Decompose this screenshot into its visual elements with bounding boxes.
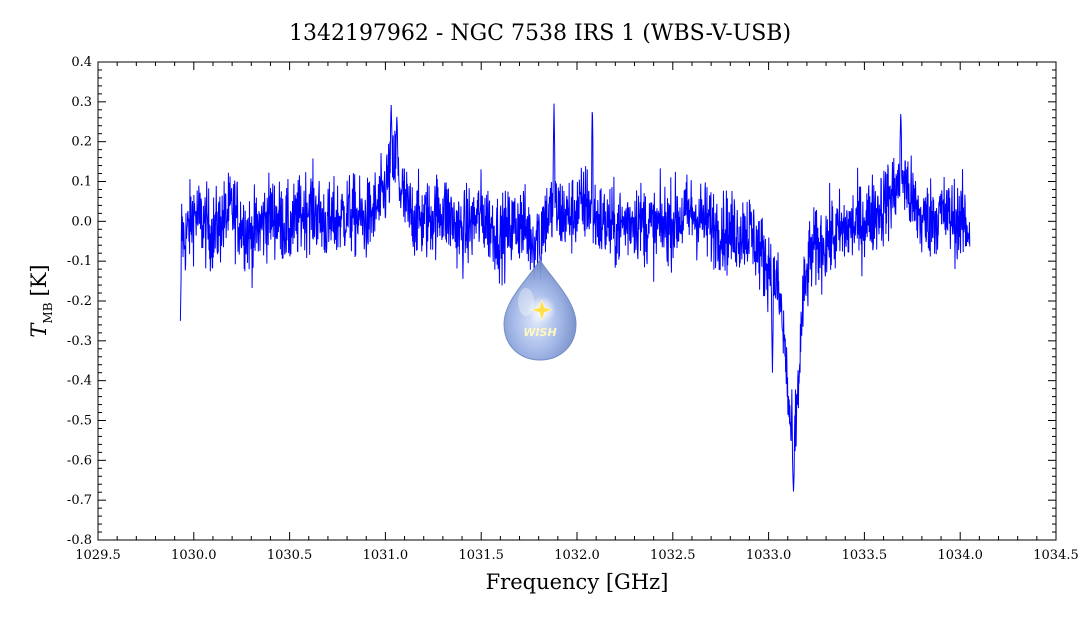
- x-tick-label: 1032.0: [554, 548, 600, 563]
- chart-title: 1342197962 - NGC 7538 IRS 1 (WBS-V-USB): [289, 21, 791, 46]
- y-tick-label: -0.2: [67, 294, 92, 309]
- x-tick-label: 1030.5: [267, 548, 313, 563]
- wish-logo: WISH: [503, 259, 577, 361]
- x-tick-label: 1029.5: [75, 548, 121, 563]
- y-tick-label: 0.4: [71, 55, 92, 70]
- y-tick-label: 0.2: [71, 135, 92, 150]
- plot-frame: [97, 61, 1057, 541]
- x-tick-label: 1032.5: [650, 548, 696, 563]
- y-axis-label-sub: MB: [41, 302, 55, 323]
- y-tick-label: -0.4: [67, 374, 92, 389]
- x-tick-labels: 1029.5 1030.0 1030.5 1031.0 1031.5 1032.0 1032…: [75, 548, 1079, 563]
- y-tick-label: -0.8: [67, 533, 92, 548]
- y-axis-label-unit: [K]: [27, 264, 51, 296]
- star-icon: [531, 299, 553, 321]
- y-tick-label: 0.1: [71, 175, 92, 190]
- y-tick-label: -0.5: [67, 414, 92, 429]
- y-axis-label-main: T: [27, 322, 51, 338]
- y-tick-label: -0.7: [67, 493, 92, 508]
- y-tick-label: -0.6: [67, 453, 92, 468]
- y-tick-labels: 0.4 0.3 0.2 0.1 0.0 -0.1 -0.2 -0.3 -0.4 -0.5 -0.6 -…: [67, 55, 92, 548]
- wish-logo-text: WISH: [523, 326, 556, 339]
- x-tick-label: 1031.5: [458, 548, 504, 563]
- y-tick-label: 0.3: [71, 95, 92, 110]
- axis-ticks: [97, 61, 1057, 541]
- x-tick-label: 1031.0: [363, 548, 409, 563]
- y-tick-label: -0.3: [67, 334, 92, 349]
- x-tick-label: 1034.5: [1033, 548, 1079, 563]
- svg-text:TMB[K]: TMB [K]: [27, 264, 55, 337]
- x-axis-label: Frequency [GHz]: [486, 570, 669, 594]
- x-tick-label: 1033.5: [842, 548, 888, 563]
- plot-area: [179, 103, 971, 492]
- x-tick-label: 1034.0: [937, 548, 983, 563]
- y-axis-label: TMB [K]: [27, 264, 55, 337]
- spectrum-series-line: [179, 103, 971, 492]
- x-tick-label: 1030.0: [171, 548, 217, 563]
- y-tick-label: -0.1: [67, 254, 92, 269]
- y-tick-label: 0.0: [71, 214, 92, 229]
- x-tick-label: 1033.0: [746, 548, 792, 563]
